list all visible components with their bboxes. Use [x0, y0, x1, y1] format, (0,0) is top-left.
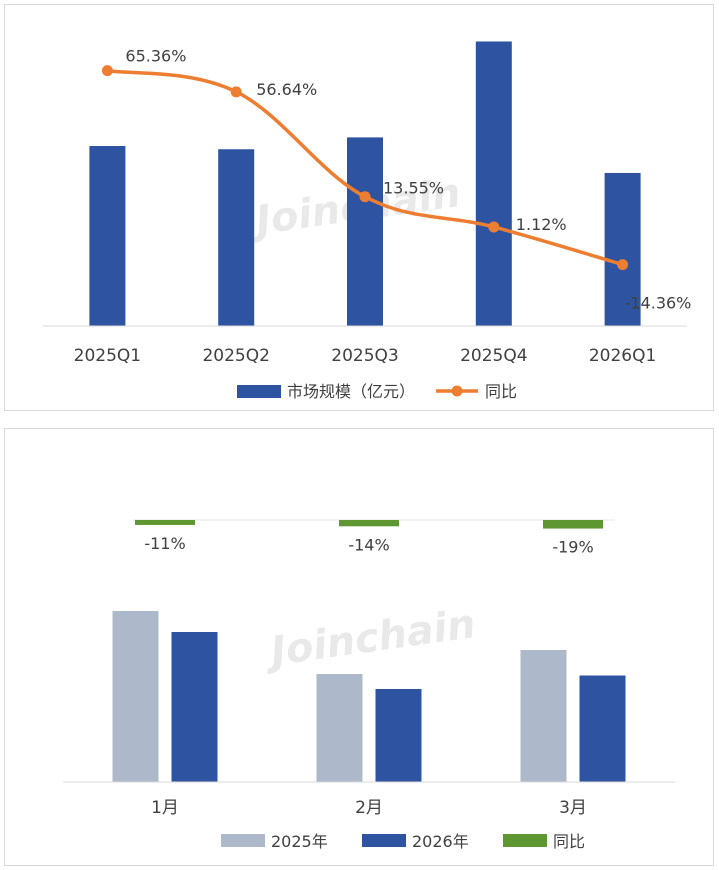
bar-2025: [316, 674, 363, 782]
x-tick-label: 2月: [355, 798, 383, 818]
monthly-comparison-chart: Joinchain -11% -14% -19% 1月 2月 3月 2025年 2026年 同比: [63, 519, 675, 851]
legend-swatch-2026: [362, 834, 406, 847]
yoy-bar: [339, 520, 399, 527]
yoy-data-label: 1.12%: [516, 215, 567, 234]
x-tick-label: 2025Q2: [202, 346, 269, 366]
yoy-point: [359, 191, 371, 203]
yoy-data-label: -11%: [144, 534, 185, 553]
bar-2026: [375, 689, 422, 782]
yoy-data-label: 13.55%: [383, 179, 444, 198]
legend-label-2026: 2026年: [412, 832, 469, 851]
x-tick-label: 2025Q1: [74, 346, 141, 366]
x-tick-label: 2025Q4: [460, 346, 527, 366]
bar-2026: [171, 632, 218, 782]
yoy-bar: [543, 520, 603, 529]
yoy-data-label: -14%: [348, 535, 389, 554]
x-tick-label: 3月: [559, 798, 587, 818]
market-size-chart: Joinchain2025Q12025Q22025Q32025Q42026Q16…: [43, 41, 692, 401]
yoy-data-label: 56.64%: [256, 80, 317, 99]
yoy-bar: [135, 520, 195, 525]
bar-2025: [112, 611, 159, 782]
legend-label-yoy: 同比: [553, 832, 585, 851]
legend-swatch-yoy-point: [451, 385, 463, 397]
yoy-point: [488, 221, 500, 233]
legend-swatch-market-size: [237, 385, 281, 398]
yoy-point: [101, 65, 113, 77]
market-size-bar: [604, 172, 641, 326]
market-size-bar: [475, 41, 512, 326]
x-tick-label: 2026Q1: [589, 346, 656, 366]
market-size-bar: [347, 137, 383, 326]
x-tick-label: 2025Q3: [331, 346, 398, 366]
bar-2025: [520, 650, 567, 782]
legend-swatch-yoy: [503, 834, 547, 847]
yoy-data-label: -19%: [552, 538, 593, 557]
market-size-bar: [89, 146, 126, 326]
watermark: Joinchain: [261, 601, 478, 676]
yoy-point: [230, 86, 242, 98]
market-size-chart-panel: Joinchain2025Q12025Q22025Q32025Q42026Q16…: [4, 4, 714, 411]
legend-label-2025: 2025年: [271, 832, 328, 851]
yoy-point: [617, 259, 629, 271]
bar-2026: [579, 675, 626, 782]
legend-label-yoy: 同比: [485, 382, 517, 401]
yoy-data-label: -14.36%: [625, 294, 692, 313]
monthly-comparison-chart-panel: Joinchain -11% -14% -19% 1月 2月 3月 2025年 2026年 同比: [4, 428, 714, 866]
legend-swatch-2025: [221, 834, 265, 847]
legend-label-market-size: 市场规模（亿元）: [287, 382, 415, 401]
market-size-bar: [218, 149, 255, 326]
x-tick-label: 1月: [151, 798, 179, 818]
yoy-data-label: 65.36%: [125, 47, 186, 66]
